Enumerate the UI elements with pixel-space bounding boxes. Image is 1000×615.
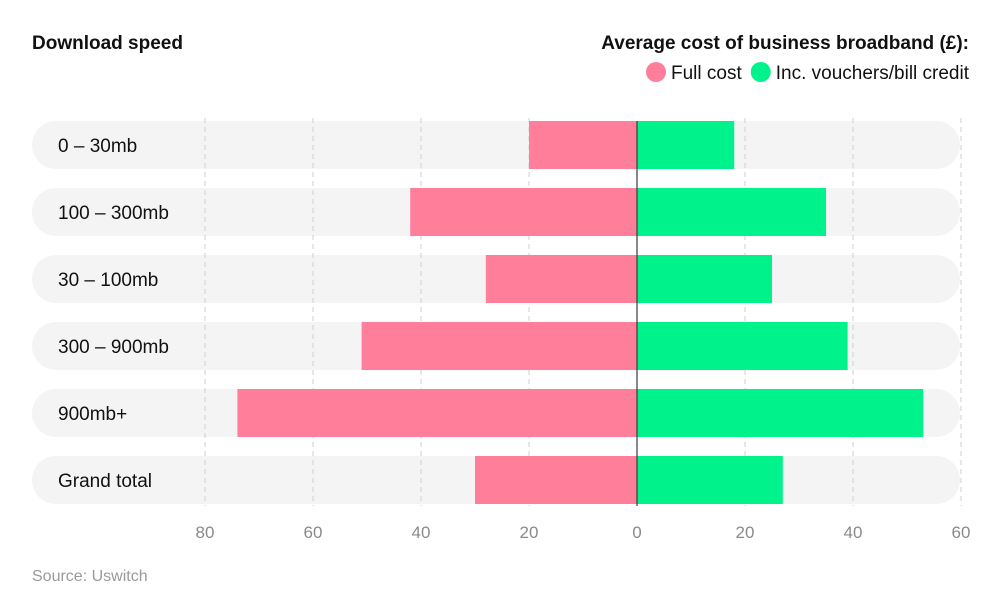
bar-full-cost-900mb [237,389,637,437]
tick-label: 60 [304,523,323,542]
bar-inc-vouchers-bill-credit-900mb [637,389,924,437]
category-label-grand-total: Grand total [58,471,152,492]
legend-title: Average cost of business broadband (£): [601,33,969,54]
bar-full-cost-grand-total [475,456,637,504]
category-label-100-300mb: 100 – 300mb [58,203,169,224]
category-label-900mb: 900mb+ [58,404,127,425]
row-backgrounds [32,121,960,504]
legend-label-inc-vouchers: Inc. vouchers/bill credit [776,63,970,84]
bar-inc-vouchers-bill-credit-30-100mb [637,255,772,303]
tick-label: 40 [412,523,431,542]
bar-inc-vouchers-bill-credit-300-900mb [637,322,848,370]
bar-inc-vouchers-bill-credit-grand-total [637,456,783,504]
category-label-0-30mb: 0 – 30mb [58,136,137,157]
bar-inc-vouchers-bill-credit-100-300mb [637,188,826,236]
category-labels: 0 – 30mb 100 – 300mb 30 – 100mb 300 – 900mb… [58,136,169,492]
bar-full-cost-30-100mb [485,255,637,303]
row-header: Download speed [32,33,183,54]
tick-label: 0 [632,523,641,542]
bars [237,121,924,504]
tick-label: 20 [520,523,539,542]
legend-swatch-full-cost [646,62,666,82]
row-background-0-30mb [32,121,960,169]
tick-label: 20 [736,523,755,542]
x-axis-ticks: 80 60 40 20 0 20 40 60 [196,523,971,542]
legend: Full cost Inc. vouchers/bill credit [646,62,970,84]
bar-full-cost-100-300mb [410,188,637,236]
tick-label: 80 [196,523,215,542]
legend-swatch-inc-vouchers [750,62,771,82]
bar-full-cost-300-900mb [361,322,637,370]
bar-full-cost-0-30mb [529,121,637,169]
tick-label: 40 [844,523,863,542]
source-note: Source: Uswitch [32,568,148,585]
tick-label: 60 [952,523,971,542]
category-label-300-900mb: 300 – 900mb [58,337,169,358]
gridlines [204,118,962,506]
category-label-30-100mb: 30 – 100mb [58,270,158,291]
legend-label-full-cost: Full cost [671,63,742,84]
bar-inc-vouchers-bill-credit-0-30mb [637,121,735,169]
